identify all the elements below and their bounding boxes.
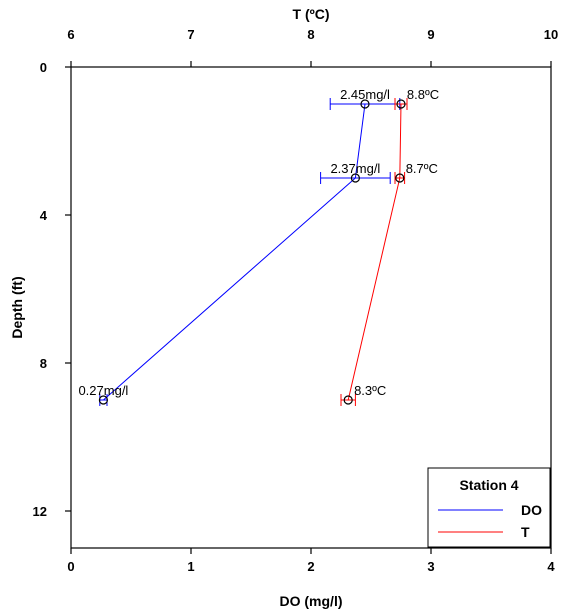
- x2-tick-label: 7: [187, 27, 194, 42]
- data-point: [98, 395, 109, 405]
- y-tick-label: 8: [40, 356, 47, 371]
- x-tick-label: 4: [547, 559, 555, 574]
- x2-tick-label: 9: [427, 27, 434, 42]
- x2-axis-title: T (ºC): [293, 6, 330, 22]
- data-point: [343, 395, 353, 405]
- data-label: 8.8ºC: [407, 87, 439, 102]
- x-tick-label: 2: [307, 559, 314, 574]
- x-tick-label: 3: [427, 559, 434, 574]
- data-label: 2.45mg/l: [340, 87, 390, 102]
- y-tick-label: 4: [40, 208, 48, 223]
- x2-tick-label: 8: [307, 27, 314, 42]
- legend-label: T: [521, 524, 530, 540]
- y-axis-title: Depth (ft): [9, 276, 25, 338]
- data-point: [350, 173, 360, 183]
- y-tick-label: 0: [40, 60, 47, 75]
- legend-label: DO: [521, 502, 542, 518]
- series-line-do: [103, 103, 366, 401]
- series-line-t: [347, 103, 402, 401]
- x2-tick-label: 10: [544, 27, 558, 42]
- x-tick-label: 1: [187, 559, 194, 574]
- data-point: [396, 99, 406, 109]
- data-label: 0.27mg/l: [78, 383, 128, 398]
- x2-tick-label: 6: [67, 27, 74, 42]
- data-label: 2.37mg/l: [330, 161, 380, 176]
- x-tick-label: 0: [67, 559, 74, 574]
- legend-title: Station 4: [459, 477, 518, 493]
- data-label: 8.7ºC: [406, 161, 438, 176]
- x-axis-title: DO (mg/l): [280, 593, 343, 609]
- data-point: [395, 173, 405, 183]
- legend-box: [427, 467, 551, 548]
- y-tick-label: 12: [33, 504, 47, 519]
- data-point: [360, 99, 370, 109]
- data-label: 8.3ºC: [354, 383, 386, 398]
